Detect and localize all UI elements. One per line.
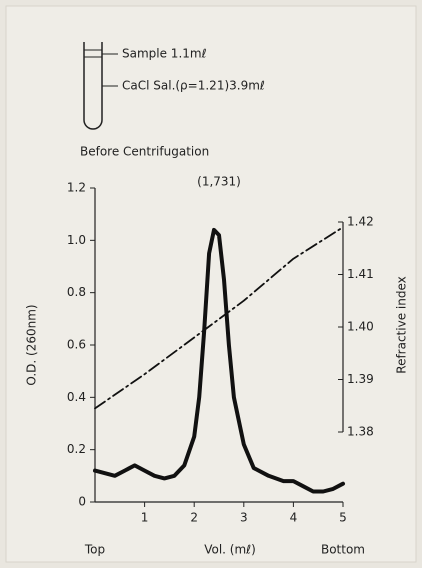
tube-label: Sample 1.1mℓ: [122, 47, 207, 61]
y-tick-label: 0: [78, 495, 86, 509]
x-tick-label: 2: [190, 511, 198, 525]
y2-axis-label: Refractive index: [395, 276, 409, 373]
y2-tick-label: 1.40: [347, 320, 374, 334]
x-end-label: Bottom: [321, 543, 365, 557]
y-tick-label: 0.4: [67, 390, 86, 404]
y-tick-label: 0.2: [67, 442, 86, 456]
x-tick-label: 5: [339, 511, 347, 525]
y2-tick-label: 1.39: [347, 372, 374, 386]
y-tick-label: 1.2: [67, 181, 86, 195]
x-axis-label: Vol. (mℓ): [204, 543, 256, 557]
x-tick-label: 4: [290, 511, 298, 525]
y2-tick-label: 1.38: [347, 425, 374, 439]
peak-annotation: (1,731): [197, 175, 241, 189]
tube-label: CaCl Sal.(ρ=1.21)3.9mℓ: [122, 79, 265, 93]
x-tick-label: 3: [240, 511, 248, 525]
y2-tick-label: 1.42: [347, 215, 374, 229]
chart: Sample 1.1mℓ CaCl Sal.(ρ=1.21)3.9mℓ Befo…: [0, 0, 422, 568]
x-tick-label: 1: [141, 511, 149, 525]
y-axis-label: O.D. (260nm): [25, 304, 39, 385]
page: Sample 1.1mℓ CaCl Sal.(ρ=1.21)3.9mℓ Befo…: [0, 0, 422, 568]
tube-caption: Before Centrifugation: [80, 145, 209, 159]
y-tick-label: 0.6: [67, 338, 86, 352]
y2-tick-label: 1.41: [347, 267, 374, 281]
y-tick-label: 0.8: [67, 285, 86, 299]
y-tick-label: 1.0: [67, 233, 86, 247]
x-end-label: Top: [84, 543, 105, 557]
